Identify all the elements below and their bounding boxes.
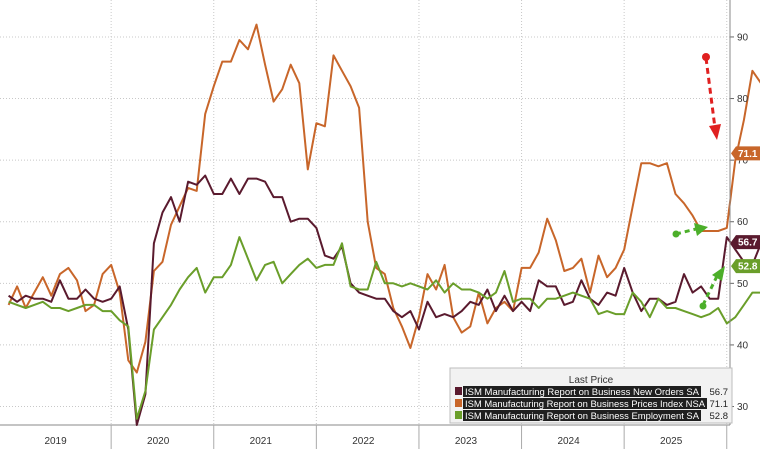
orders-arrow-start-dot xyxy=(672,230,680,238)
prices-down-arrow-shaft xyxy=(704,57,717,129)
legend-label-bg-employment xyxy=(463,410,701,421)
legend-swatch-employment xyxy=(455,411,462,419)
legend-entry-employment: ISM Manufacturing Report on Business Emp… xyxy=(455,410,728,422)
ytick-label-90: 90 xyxy=(737,32,749,43)
ytick-label-80: 80 xyxy=(737,94,749,105)
annotations xyxy=(672,53,725,310)
legend-swatch-prices xyxy=(455,399,462,407)
ytick-label-40: 40 xyxy=(737,340,749,351)
ytick-label-30: 30 xyxy=(737,402,749,413)
ytick-label-50: 50 xyxy=(737,279,749,290)
employment-up-arrow-head xyxy=(712,266,725,281)
xtick-label-2025: 2025 xyxy=(660,436,683,447)
last-value-label-ism-manufacturing-report-on-business-employment-sa: 52.8 xyxy=(738,262,758,273)
y-axis: 30 40 50 60 70 80 90 xyxy=(729,0,749,425)
grid xyxy=(0,0,730,425)
legend-label-bg-prices xyxy=(463,398,707,409)
xtick-label-2022: 2022 xyxy=(352,436,375,447)
last-value-labels: 56.7 71.1 52.8 xyxy=(731,146,760,274)
series-line-ism-manufacturing-report-on-business-new-orders-sa xyxy=(8,174,760,426)
prices-down-arrow-head xyxy=(709,124,721,140)
last-value-label-ism-manufacturing-report-on-business-new-orders-sa: 56.7 xyxy=(738,238,758,249)
legend-label-employment: ISM Manufacturing Report on Business Emp… xyxy=(465,411,700,421)
last-value-tag-ism-manufacturing-report-on-business-employment-sa: 52.8 xyxy=(731,259,760,274)
orders-up-arrow-head xyxy=(694,223,708,236)
xtick-label-2020: 2020 xyxy=(147,436,170,447)
xtick-label-2024: 2024 xyxy=(557,436,580,447)
legend-label-new-orders: ISM Manufacturing Report on Business New… xyxy=(465,387,700,397)
last-value-bg-ism-manufacturing-report-on-business-new-orders-sa xyxy=(731,235,760,250)
legend-value-prices: 71.1 xyxy=(710,399,729,410)
legend-entry-new-orders: ISM Manufacturing Report on Business New… xyxy=(455,386,728,398)
legend-swatch-new-orders xyxy=(455,387,462,395)
employment-up-arrow-shaft xyxy=(701,273,720,306)
legend: Last Price ISM Manufacturing Report on B… xyxy=(449,367,733,424)
series-line-ism-manufacturing-report-on-business-employment-sa xyxy=(8,236,760,420)
xtick-label-2019: 2019 xyxy=(44,436,67,447)
series-group xyxy=(7,23,760,426)
last-value-bg-ism-manufacturing-report-on-business-employment-sa xyxy=(731,259,760,274)
legend-title: Last Price xyxy=(569,375,614,386)
x-axis: 20192020202120222023202420252026 xyxy=(0,424,730,449)
legend-value-new-orders: 56.7 xyxy=(710,387,729,398)
legend-label-prices: ISM Manufacturing Report on Business Pri… xyxy=(465,399,706,409)
ytick-label-60: 60 xyxy=(737,217,749,228)
last-value-label-ism-manufacturing-report-on-business-prices-index-nsa: 71.1 xyxy=(738,149,758,160)
employment-arrow-start-dot xyxy=(699,302,707,310)
xtick-label-2021: 2021 xyxy=(250,436,273,447)
ytick-label-70: 70 xyxy=(737,156,749,167)
last-value-bg-ism-manufacturing-report-on-business-prices-index-nsa xyxy=(731,146,760,161)
series-line-ism-manufacturing-report-on-business-prices-index-nsa xyxy=(7,23,760,374)
legend-label-bg-new-orders xyxy=(463,386,701,397)
legend-value-employment: 52.8 xyxy=(710,411,729,422)
last-value-tag-ism-manufacturing-report-on-business-prices-index-nsa: 71.1 xyxy=(731,146,760,161)
prices-arrow-start-dot xyxy=(702,53,710,61)
xtick-label-2023: 2023 xyxy=(455,436,478,447)
legend-entry-prices: ISM Manufacturing Report on Business Pri… xyxy=(455,398,728,410)
last-value-tag-ism-manufacturing-report-on-business-new-orders-sa: 56.7 xyxy=(731,235,760,250)
